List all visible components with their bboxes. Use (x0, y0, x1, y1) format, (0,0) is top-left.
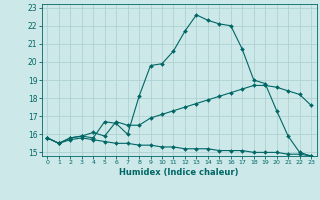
X-axis label: Humidex (Indice chaleur): Humidex (Indice chaleur) (119, 168, 239, 177)
